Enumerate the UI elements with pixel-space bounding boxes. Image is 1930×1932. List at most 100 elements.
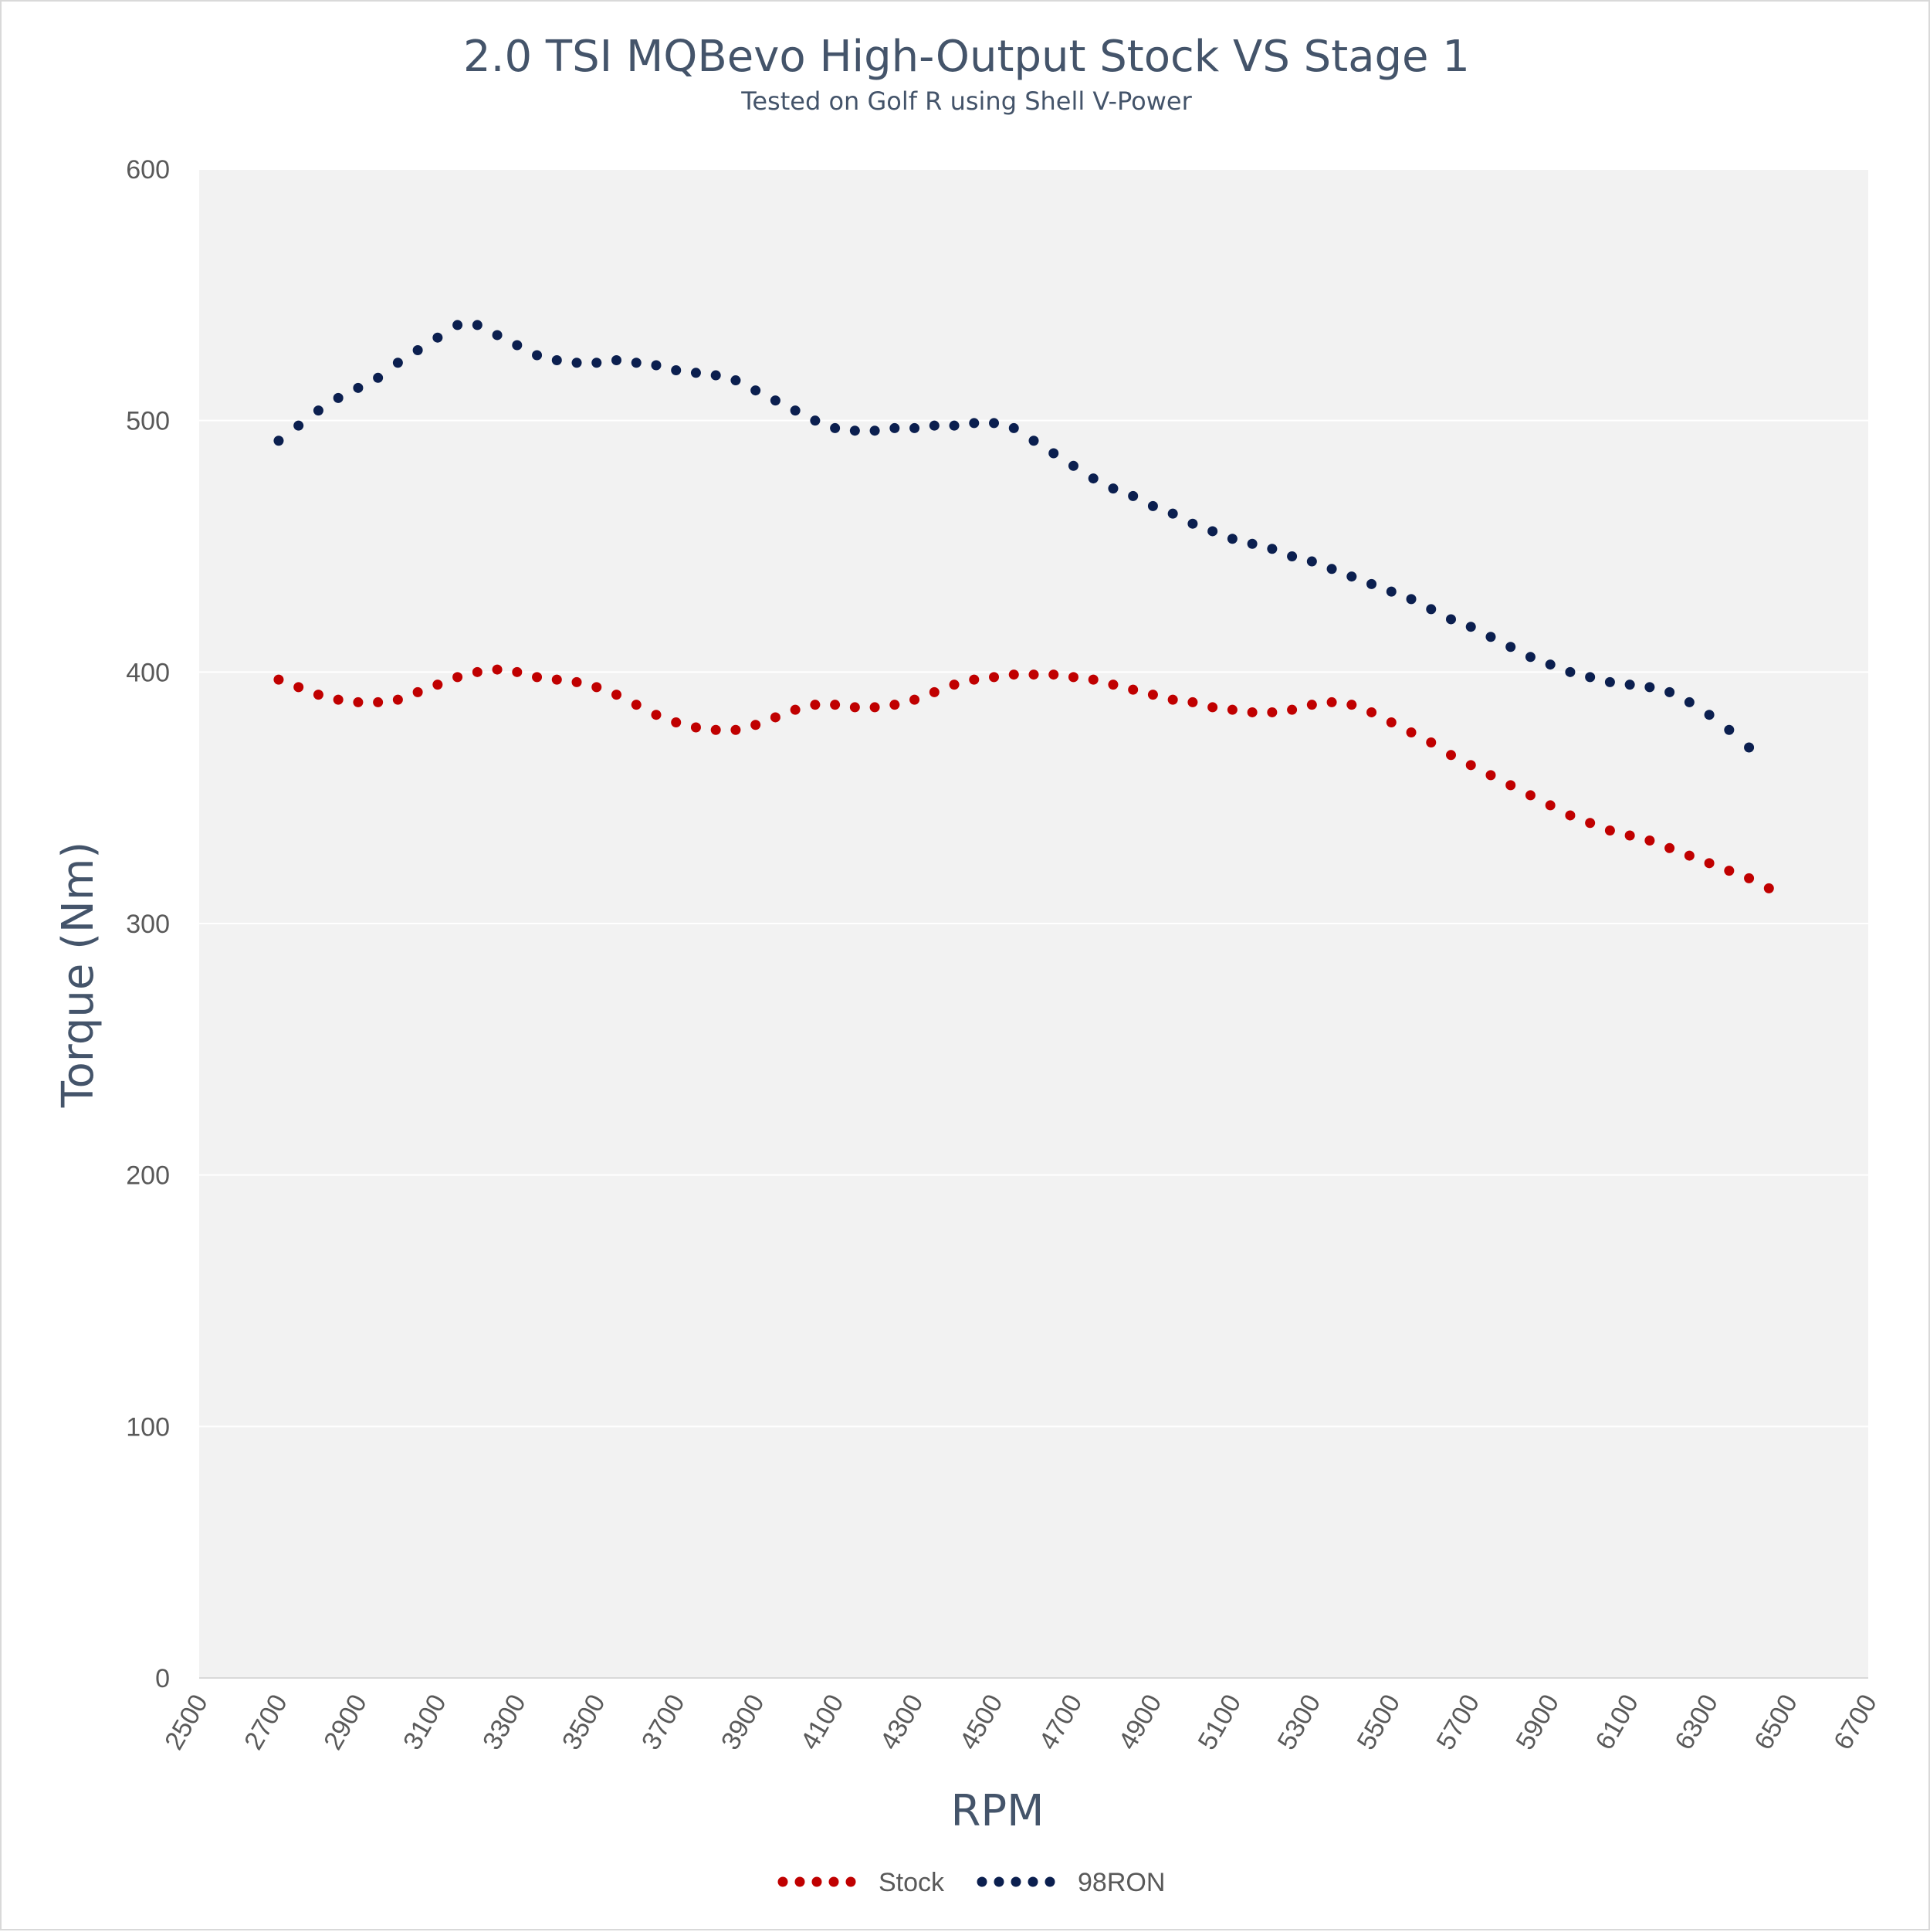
data-point xyxy=(1406,727,1417,737)
y-tick-label: 600 xyxy=(126,155,170,185)
data-point xyxy=(849,425,860,436)
data-point xyxy=(1068,460,1078,471)
x-tick-label: 3700 xyxy=(636,1690,691,1755)
data-point xyxy=(969,674,980,685)
data-point xyxy=(1326,697,1337,707)
data-point xyxy=(1326,564,1337,575)
x-tick-label: 4500 xyxy=(954,1690,1009,1755)
data-point xyxy=(1227,534,1238,544)
data-point xyxy=(412,686,423,697)
data-point xyxy=(869,702,880,713)
data-point xyxy=(512,340,523,351)
data-point xyxy=(830,700,841,710)
data-point xyxy=(1565,810,1576,821)
x-tick-label: 5700 xyxy=(1431,1690,1485,1755)
data-point xyxy=(909,694,920,705)
data-point xyxy=(392,358,403,368)
data-point xyxy=(1724,724,1735,735)
x-tick-label: 5500 xyxy=(1351,1690,1406,1755)
data-point xyxy=(1624,830,1635,841)
data-point xyxy=(1167,694,1178,705)
data-point xyxy=(830,422,841,433)
data-point xyxy=(989,418,1000,429)
data-point xyxy=(929,420,940,431)
data-point xyxy=(1604,676,1615,687)
series-98ron xyxy=(273,320,1755,753)
chart-title: 2.0 TSI MQBevo High-Output Stock VS Stag… xyxy=(463,32,1470,82)
x-tick-label: 6300 xyxy=(1669,1690,1724,1755)
x-tick-label: 4900 xyxy=(1113,1690,1168,1755)
data-point xyxy=(770,395,780,406)
data-point xyxy=(969,418,980,429)
x-tick-label: 3900 xyxy=(716,1690,770,1755)
legend-marker xyxy=(828,1876,839,1887)
data-point xyxy=(949,680,960,690)
data-point xyxy=(532,350,543,361)
data-point xyxy=(1088,473,1099,484)
data-point xyxy=(810,700,821,710)
data-point xyxy=(333,392,344,403)
x-tick-label: 5300 xyxy=(1272,1690,1327,1755)
data-point xyxy=(1525,790,1536,801)
data-point xyxy=(1028,669,1039,680)
data-point xyxy=(1366,707,1377,717)
data-point xyxy=(1267,544,1278,554)
x-tick-label: 3300 xyxy=(477,1690,532,1755)
x-tick-label: 4100 xyxy=(795,1690,850,1755)
data-point xyxy=(1465,622,1476,632)
data-point xyxy=(313,690,323,700)
chart-subtitle: Tested on Golf R using Shell V-Power xyxy=(740,86,1192,116)
y-tick-label: 500 xyxy=(126,407,170,436)
x-tick-label: 4700 xyxy=(1034,1690,1089,1755)
data-point xyxy=(1485,770,1496,781)
data-point xyxy=(889,422,900,433)
data-point xyxy=(1287,704,1298,715)
data-point xyxy=(671,717,682,727)
data-point xyxy=(790,405,801,416)
y-tick-label: 400 xyxy=(126,658,170,687)
x-tick-label: 6500 xyxy=(1749,1690,1803,1755)
data-point xyxy=(1386,586,1397,597)
y-tick-label: 200 xyxy=(126,1161,170,1191)
data-point xyxy=(1028,436,1039,446)
data-point xyxy=(989,672,1000,683)
x-tick-label: 5900 xyxy=(1510,1690,1565,1755)
data-point xyxy=(631,700,642,710)
data-point xyxy=(1426,737,1437,748)
data-point xyxy=(532,672,543,683)
legend-label: Stock xyxy=(879,1868,945,1897)
data-point xyxy=(1247,707,1258,717)
data-point xyxy=(293,420,304,431)
data-point xyxy=(1724,866,1735,876)
data-point xyxy=(1545,800,1556,811)
data-point xyxy=(1227,704,1238,715)
data-point xyxy=(551,355,562,366)
data-point xyxy=(1088,674,1099,685)
x-axis-title: RPM xyxy=(951,1786,1045,1836)
data-point xyxy=(1306,556,1317,567)
data-point xyxy=(889,700,900,710)
data-point xyxy=(1386,717,1397,727)
data-point xyxy=(1505,780,1516,791)
data-point xyxy=(1664,686,1675,697)
data-point xyxy=(1744,873,1755,883)
data-point xyxy=(690,722,701,733)
data-point xyxy=(1525,652,1536,663)
x-tick-label: 6700 xyxy=(1828,1690,1883,1755)
legend-marker xyxy=(994,1876,1004,1887)
data-point xyxy=(492,664,503,675)
y-tick-label: 0 xyxy=(155,1664,170,1693)
data-point xyxy=(512,666,523,677)
x-tick-label: 2900 xyxy=(318,1690,373,1755)
data-point xyxy=(710,724,721,735)
data-point xyxy=(472,666,482,677)
data-point xyxy=(770,712,780,723)
data-point xyxy=(591,682,602,693)
data-point xyxy=(333,694,344,705)
data-point xyxy=(571,358,582,368)
x-axis-ticks: 2500 2700 2900 3100 3300 3500 3700 3900 4100 4300… xyxy=(159,1690,1883,1755)
data-point xyxy=(1187,697,1198,707)
data-point xyxy=(790,704,801,715)
